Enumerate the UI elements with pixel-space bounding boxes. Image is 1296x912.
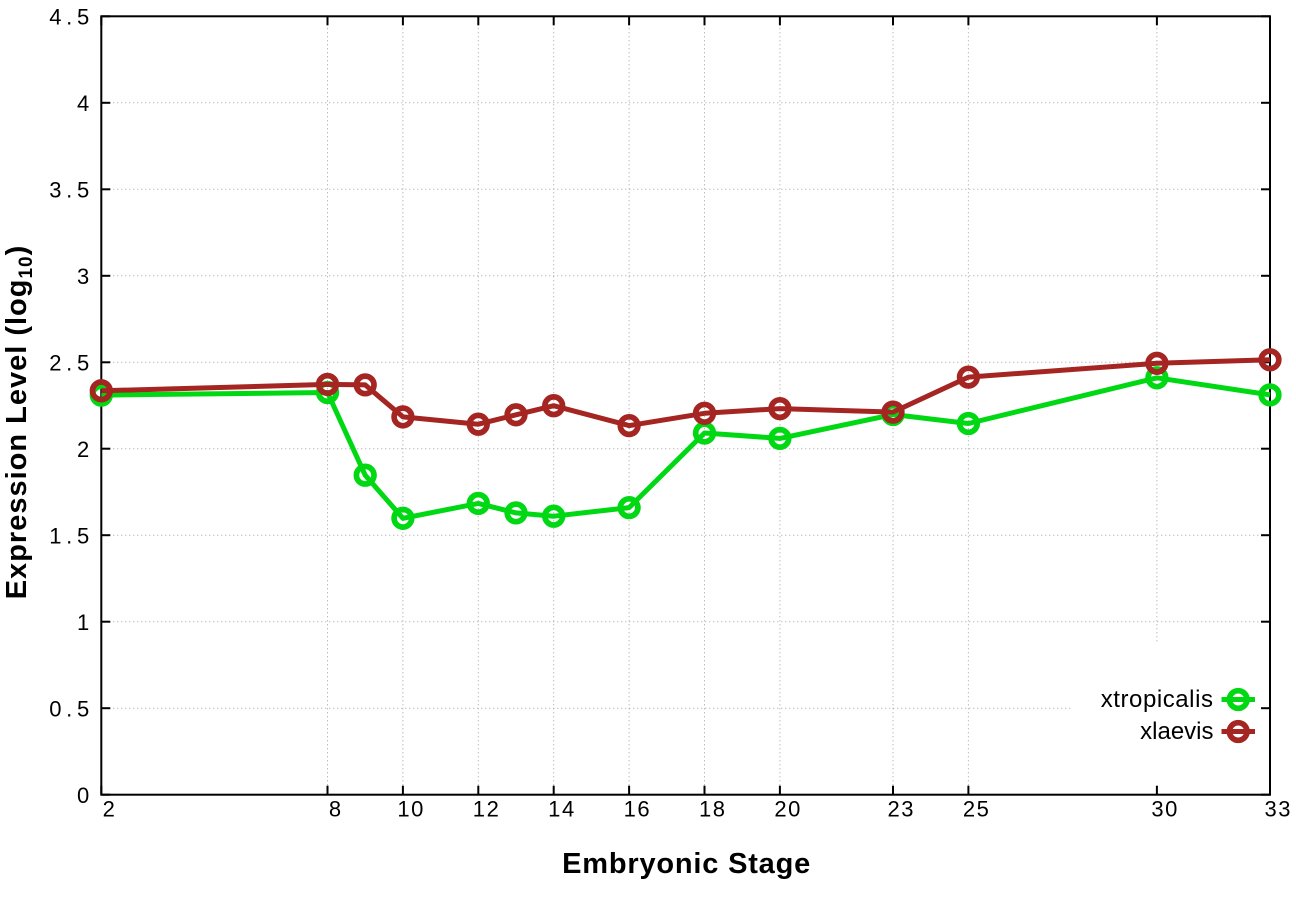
svg-text:4: 4 [77,91,89,116]
svg-text:0: 0 [77,783,89,808]
svg-text:3.5: 3.5 [49,177,89,202]
svg-text:Expression Level (log10): Expression Level (log10) [1,245,37,600]
svg-text:16: 16 [624,797,650,822]
svg-text:14: 14 [548,797,574,822]
svg-text:12: 12 [473,797,499,822]
svg-text:23: 23 [887,797,913,822]
svg-text:20: 20 [774,797,800,822]
svg-text:1.5: 1.5 [49,523,89,548]
svg-text:10: 10 [397,797,423,822]
svg-text:xlaevis: xlaevis [1140,718,1213,745]
svg-text:18: 18 [699,797,725,822]
svg-text:2: 2 [103,797,115,822]
svg-text:33: 33 [1264,797,1290,822]
svg-text:2.5: 2.5 [49,350,89,375]
svg-text:30: 30 [1151,797,1177,822]
svg-text:1: 1 [77,610,89,635]
svg-text:4.5: 4.5 [49,4,89,29]
svg-text:25: 25 [963,797,989,822]
svg-text:2: 2 [77,437,89,462]
svg-text:Embryonic Stage: Embryonic Stage [562,848,811,880]
svg-text:0.5: 0.5 [49,696,89,721]
svg-text:3: 3 [77,264,89,289]
svg-text:xtropicalis: xtropicalis [1101,686,1214,713]
svg-text:8: 8 [329,797,341,822]
